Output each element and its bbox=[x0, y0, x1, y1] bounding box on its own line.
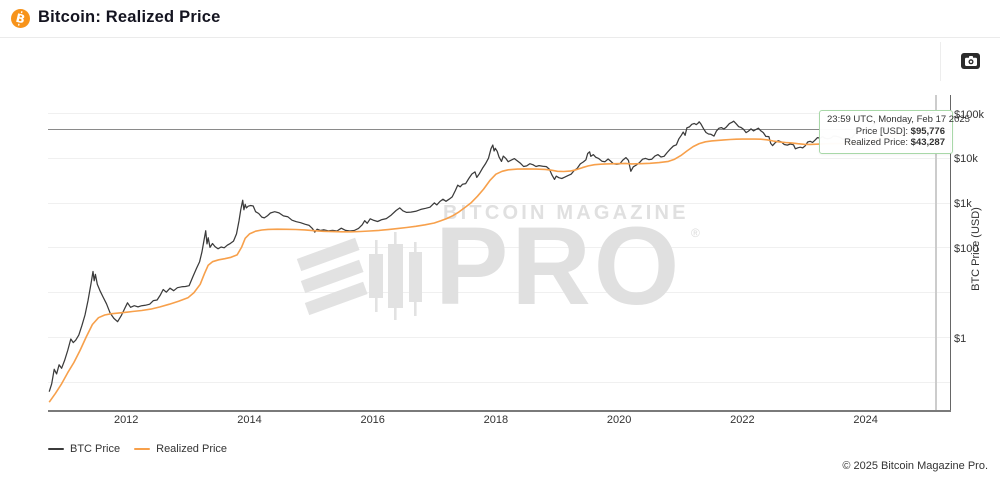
watermark-pro-text: PRO bbox=[435, 205, 683, 328]
y-axis-label: $10k bbox=[954, 153, 978, 166]
gridline bbox=[48, 337, 950, 338]
watermark: BITCOIN MAGAZINE PRO ® bbox=[295, 198, 715, 328]
gridline bbox=[48, 157, 950, 159]
y-axis-label: $100 bbox=[954, 242, 979, 255]
bitcoin-icon: B bbox=[11, 9, 30, 28]
x-axis-label: 2022 bbox=[730, 414, 755, 426]
svg-text:B: B bbox=[14, 11, 26, 27]
tooltip-price-row: Price [USD]: $95,776 bbox=[855, 125, 945, 137]
realized-line-swatch bbox=[134, 447, 151, 451]
legend-item-realized-price[interactable]: Realized Price bbox=[134, 443, 227, 455]
x-axis-line bbox=[48, 410, 951, 412]
watermark-text: BITCOIN MAGAZINE bbox=[443, 202, 689, 224]
x-axis-label: 2012 bbox=[113, 414, 139, 426]
bitcoin-magazine-logo-icon bbox=[296, 232, 422, 320]
tooltip-date: 23:59 UTC, Monday, Feb 17 2025 bbox=[827, 114, 970, 125]
tooltip-realized-row: Realized Price: $43,287 bbox=[844, 137, 945, 148]
price-series-plot[interactable] bbox=[0, 85, 1000, 482]
crosshair-vertical bbox=[935, 95, 937, 410]
series-line-btc-price bbox=[48, 111, 939, 392]
tooltip-realized-value: $43,287 bbox=[910, 137, 945, 148]
gridline bbox=[48, 292, 950, 294]
gridline bbox=[48, 381, 950, 383]
btc-line-swatch bbox=[48, 447, 64, 451]
gridline bbox=[48, 202, 950, 204]
registered-mark: ® bbox=[691, 226, 700, 240]
x-axis-label: 2020 bbox=[606, 414, 632, 426]
chart-region: BITCOIN MAGAZINE PRO ® $100k $10k $1k $100 $… bbox=[0, 85, 1000, 482]
y-axis-label: $1k bbox=[954, 198, 972, 211]
gridline bbox=[48, 113, 950, 114]
y-axis-line bbox=[950, 95, 951, 411]
legend-label: Realized Price bbox=[156, 443, 228, 455]
x-axis-label: 2016 bbox=[360, 414, 385, 426]
y-axis-label: $100k bbox=[954, 108, 984, 121]
x-axis-label: 2024 bbox=[853, 414, 878, 426]
chart-tooltip: 23:59 UTC, Monday, Feb 17 2025 Price [US… bbox=[819, 110, 970, 154]
camera-button[interactable] bbox=[961, 53, 980, 69]
copyright-text: © 2025 Bitcoin Magazine Pro. bbox=[842, 460, 988, 472]
page-title: Bitcoin: Realized Price bbox=[38, 8, 221, 26]
crosshair-horizontal bbox=[48, 129, 950, 131]
toolbar-divider bbox=[940, 42, 941, 81]
page-header: B Bitcoin: Realized Price bbox=[0, 0, 1000, 38]
gridline bbox=[48, 247, 950, 249]
legend: BTC Price Realized Price bbox=[48, 443, 227, 455]
toolbar bbox=[0, 38, 1000, 86]
x-axis-label: 2014 bbox=[237, 414, 262, 426]
camera-icon bbox=[964, 56, 977, 66]
legend-item-btc-price[interactable]: BTC Price bbox=[48, 443, 120, 455]
series-line-realized-price bbox=[48, 128, 939, 403]
y-axis-label: $1 bbox=[954, 332, 967, 345]
tooltip-price-value: $95,776 bbox=[910, 125, 945, 137]
x-axis-label: 2018 bbox=[483, 414, 509, 426]
legend-label: BTC Price bbox=[70, 443, 121, 455]
